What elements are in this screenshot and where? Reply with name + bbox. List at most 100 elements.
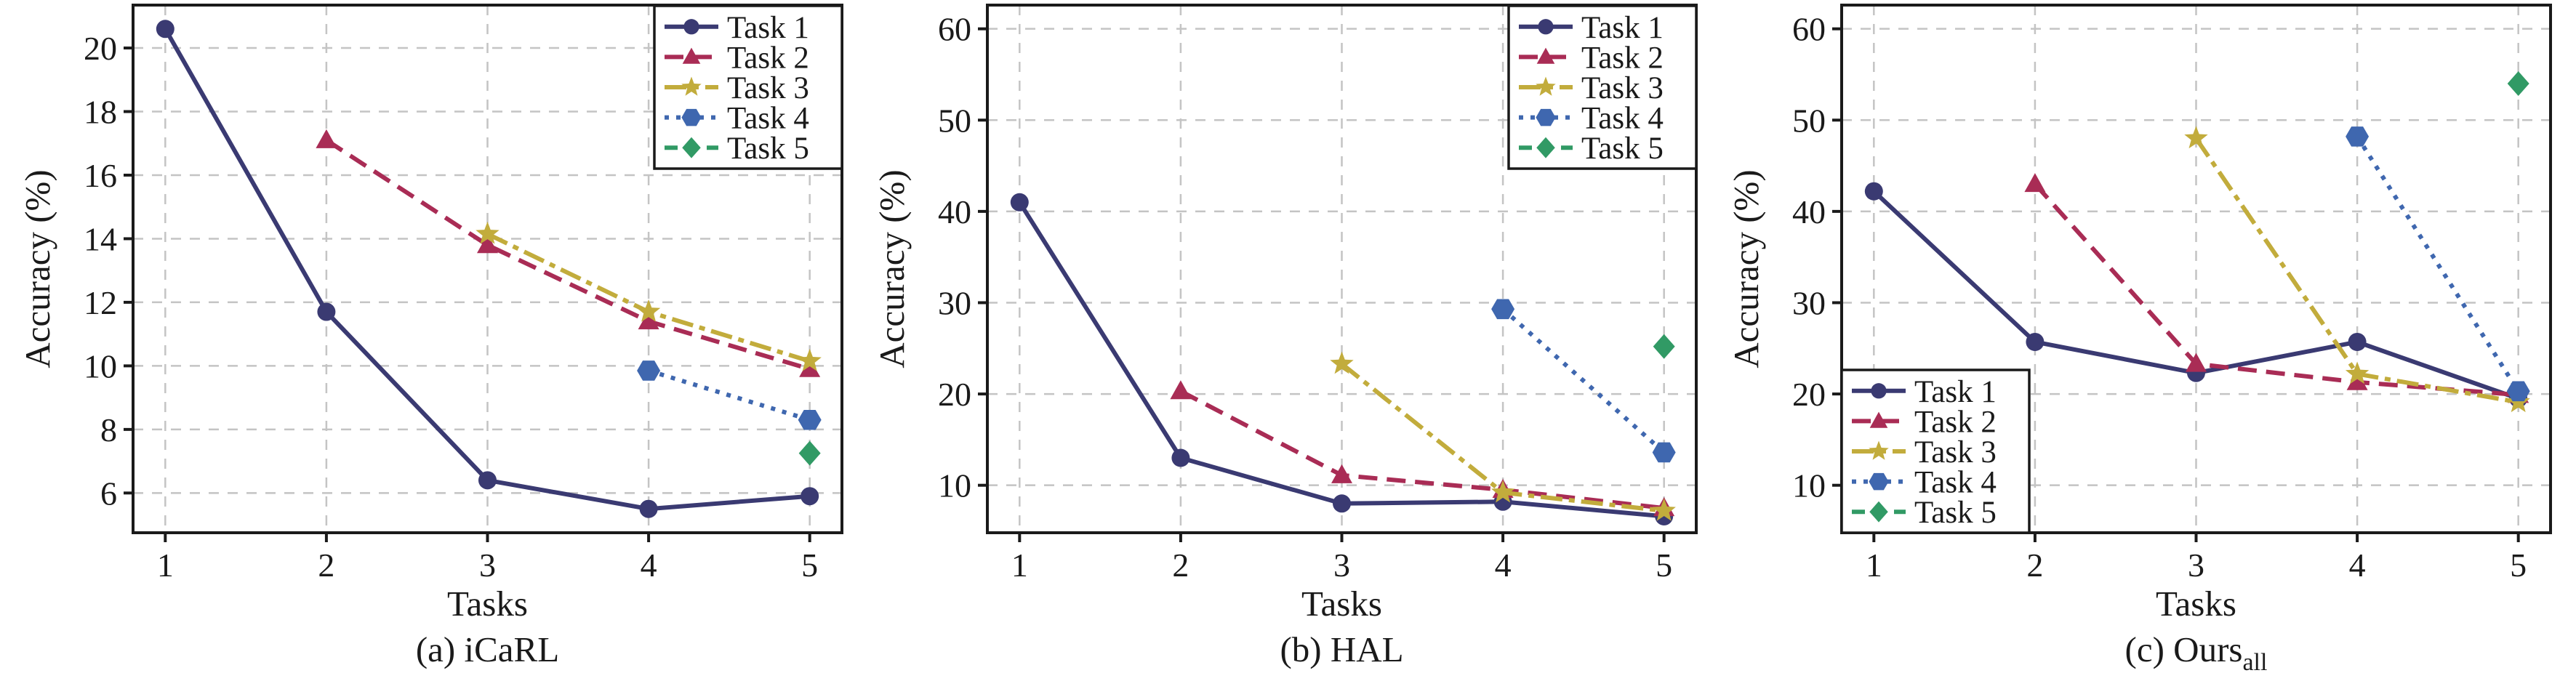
series-task-1-marker	[801, 487, 819, 506]
x-axis-label: Tasks	[1301, 584, 1382, 624]
series-task-1-marker	[156, 20, 174, 39]
chart-panel-c: 1 2 3 4 5 10 20 30 40 50 60 Accuracy (%) Tasks (c) Ou…	[1717, 0, 2576, 681]
legend-star-marker	[1869, 440, 1889, 460]
series-task-2-marker	[1331, 464, 1352, 483]
series-task-5-marker	[798, 440, 821, 466]
x-tick-label: 4	[1495, 547, 1512, 584]
y-tick-label: 16	[84, 157, 117, 194]
series-task-1-marker	[1333, 494, 1351, 513]
x-tick-label: 2	[1172, 547, 1189, 584]
y-tick-label: 60	[938, 11, 971, 48]
series-task-1-marker	[317, 302, 336, 321]
y-tick-label: 10	[1792, 467, 1826, 504]
y-axis-label: Accuracy (%)	[1726, 169, 1766, 368]
series-task-3-marker	[798, 348, 822, 371]
x-tick-label: 3	[1333, 547, 1350, 584]
series-task-1-marker	[1864, 182, 1883, 201]
series-task-4-marker	[1652, 442, 1676, 463]
legend-label: Task 5	[727, 132, 809, 166]
legend-star-marker	[681, 76, 702, 96]
legend-circle-marker	[1538, 19, 1554, 35]
legend-label: Task 2	[1914, 405, 1997, 439]
legend-triangle-marker	[682, 47, 701, 64]
x-tick-label: 3	[2188, 547, 2204, 584]
legend-label: Task 5	[1914, 496, 1997, 530]
series-task-3-marker	[1652, 498, 1676, 521]
legend-label: Task 4	[1581, 102, 1664, 136]
legend-label: Task 3	[1581, 71, 1664, 105]
y-tick-label: 20	[938, 376, 971, 413]
series-task-3-marker	[636, 299, 661, 322]
series-task-1-marker	[2026, 332, 2045, 351]
series-task-2-marker	[2346, 371, 2368, 390]
series-task-2-marker	[2024, 173, 2046, 193]
legend-label: Task 2	[1581, 41, 1664, 75]
series-task-2-marker	[1170, 380, 1192, 400]
x-tick-label: 5	[801, 547, 818, 584]
legend-diamond-marker	[682, 137, 701, 158]
legend-entry: Task 3	[1852, 435, 1997, 470]
legend-entry: Task 2	[1852, 405, 1997, 439]
y-tick-label: 20	[1792, 376, 1826, 413]
series-task-5-marker	[2507, 71, 2529, 97]
series-task-2-line	[1179, 389, 1665, 511]
series-task-2-marker	[316, 129, 337, 148]
x-tick-label: 2	[2026, 547, 2043, 584]
series-task-4-line	[648, 368, 811, 422]
legend-triangle-marker	[1869, 411, 1888, 428]
series-task-3-marker	[2345, 361, 2370, 384]
x-tick-label: 4	[2349, 547, 2366, 584]
legend-hexagon-marker	[681, 108, 702, 126]
series-task-1-marker	[1171, 448, 1190, 467]
legend-label: Task 5	[1581, 132, 1664, 166]
legend-label: Task 3	[1914, 435, 1997, 470]
x-tick-label: 3	[479, 547, 496, 584]
series-task-2-marker	[638, 310, 659, 330]
x-tick-label: 1	[1866, 547, 1882, 584]
series-task-2-marker	[799, 358, 821, 377]
series-task-4-marker	[2506, 381, 2530, 402]
legend-label: Task 4	[727, 102, 809, 136]
series-task-4-marker	[798, 409, 822, 430]
y-tick-label: 8	[100, 411, 117, 448]
caption: (b) HAL	[1280, 629, 1403, 669]
y-tick-label: 12	[84, 284, 117, 321]
series-task-5-marker	[1653, 334, 1675, 359]
legend-entry: Task 3	[665, 71, 809, 105]
series-task-4-marker	[1491, 299, 1515, 320]
series-task-4-marker	[637, 360, 661, 381]
y-tick-label: 18	[84, 94, 117, 131]
y-tick-label: 30	[938, 284, 971, 321]
legend-entry: Task 1	[1852, 375, 1997, 409]
x-tick-label: 1	[1011, 547, 1028, 584]
x-axis-label: Tasks	[2156, 584, 2236, 624]
x-tick-label: 5	[1656, 547, 1672, 584]
legend-diamond-marker	[1536, 137, 1555, 158]
y-tick-label: 6	[100, 475, 117, 512]
series-task-2-line	[325, 138, 811, 371]
y-tick-label: 50	[1792, 102, 1826, 139]
chart-panel-a: 1 2 3 4 5 6 8 10 12 14 16 18 20 Accuracy (%) Tasks (a) …	[0, 0, 859, 681]
x-tick-label: 4	[641, 547, 657, 584]
legend-circle-marker	[683, 19, 699, 35]
legend-label: Task 4	[1914, 466, 1997, 500]
series-task-3-marker	[1330, 351, 1354, 374]
series-task-4-line	[2355, 135, 2521, 392]
legend-label: Task 1	[727, 11, 809, 45]
series-task-2-marker	[2186, 352, 2207, 372]
chart-panel-b: 1 2 3 4 5 10 20 30 40 50 60 Accuracy (%) Tasks (b) HA…	[859, 0, 1717, 681]
legend-entry: Task 1	[1519, 11, 1664, 45]
x-tick-label: 2	[318, 547, 334, 584]
legend-star-marker	[1536, 76, 1556, 96]
tick-marks	[978, 27, 1666, 542]
y-tick-label: 30	[1792, 284, 1826, 321]
series-task-2-marker	[477, 234, 498, 254]
y-tick-label: 14	[84, 220, 117, 257]
legend-entry: Task 2	[1519, 41, 1664, 75]
caption: (c) Oursall	[2125, 629, 2268, 676]
y-axis-label: Accuracy (%)	[17, 169, 57, 368]
